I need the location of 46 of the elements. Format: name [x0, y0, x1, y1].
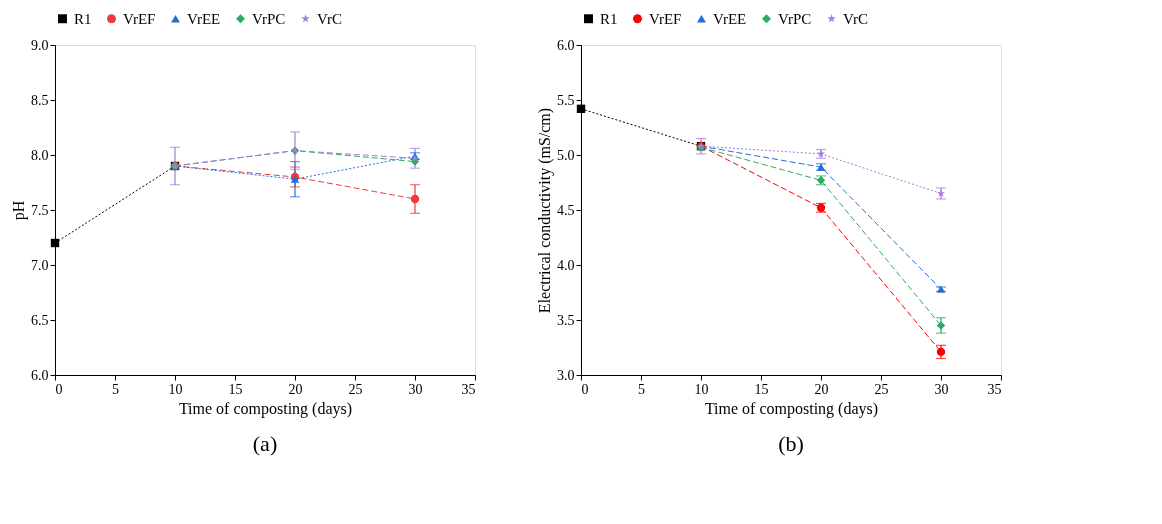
y-tick-label: 6.0	[31, 367, 49, 383]
x-tick-label: 10	[694, 381, 709, 397]
x-tick-label: 30	[934, 381, 949, 397]
y-tick-label: 9.0	[31, 37, 49, 53]
y-tick-label: 7.5	[31, 202, 49, 218]
x-axis-title: Time of composting (days)	[704, 399, 879, 418]
x-tick-label: 30	[408, 381, 423, 397]
legend-label: R1	[600, 10, 618, 27]
y-tick-label: 4.0	[557, 257, 575, 273]
x-axis-title: Time of composting (days)	[178, 399, 353, 418]
x-tick-label: 35	[987, 381, 1002, 397]
x-tick-label: 20	[288, 381, 303, 397]
x-tick-label: 20	[814, 381, 829, 397]
y-tick-label: 5.5	[557, 92, 575, 108]
x-tick-label: 0	[55, 381, 63, 397]
y-tick-label: 5.0	[557, 147, 575, 163]
text: (b)	[778, 431, 804, 456]
x-tick-label: 15	[228, 381, 243, 397]
y-tick-label: 6.0	[557, 37, 575, 53]
y-tick-label: 6.5	[31, 312, 49, 328]
legend-label: VrEE	[713, 10, 747, 27]
x-tick-label: 5	[112, 381, 119, 397]
x-tick-label: 35	[461, 381, 476, 397]
y-axis-title: pH	[10, 200, 28, 221]
y-axis-title: Electrical conductivity (mS/cm)	[536, 107, 554, 314]
legend-label: VrEE	[187, 10, 221, 27]
legend-label: VrPC	[778, 10, 812, 27]
x-tick-label: 5	[638, 381, 645, 397]
y-tick-label: 8.0	[31, 147, 49, 163]
legend-label: VrPC	[252, 10, 286, 27]
y-tick-label: 8.5	[31, 92, 49, 108]
legend-label: R1	[74, 10, 92, 27]
x-tick-label: 10	[168, 381, 183, 397]
x-tick-label: 25	[874, 381, 889, 397]
legend-label: VrC	[843, 10, 868, 27]
y-tick-label: 4.5	[557, 202, 575, 218]
y-tick-label: 7.0	[31, 257, 49, 273]
y-tick-label: 3.0	[557, 367, 575, 383]
legend-label: VrEF	[649, 10, 682, 27]
x-tick-label: 25	[348, 381, 363, 397]
y-tick-label: 3.5	[557, 312, 575, 328]
legend-label: VrEF	[123, 10, 156, 27]
text: (a)	[252, 431, 278, 456]
x-tick-label: 0	[581, 381, 589, 397]
x-tick-label: 15	[754, 381, 769, 397]
legend-label: VrC	[317, 10, 342, 27]
